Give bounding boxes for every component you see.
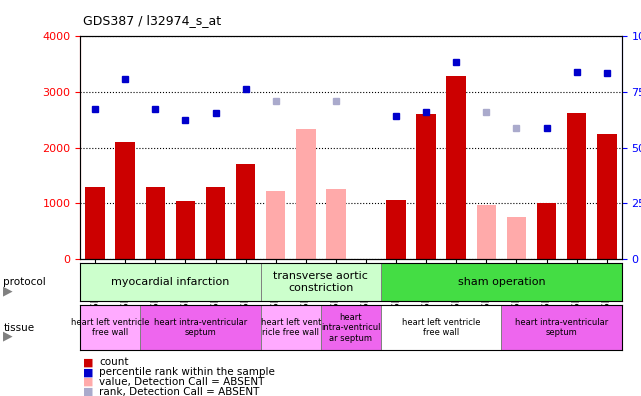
Bar [146, 187, 165, 259]
Text: heart
intra-ventricul
ar septum: heart intra-ventricul ar septum [321, 313, 381, 343]
Text: ▶: ▶ [3, 330, 13, 343]
Bar [266, 190, 285, 259]
Bar [261, 263, 381, 301]
Text: ■: ■ [83, 367, 94, 377]
Text: count: count [99, 357, 129, 367]
Bar [80, 305, 140, 350]
Text: heart intra-ventricular
septum: heart intra-ventricular septum [515, 318, 608, 337]
Text: heart left ventricle
free wall: heart left ventricle free wall [402, 318, 481, 337]
Text: ■: ■ [83, 377, 94, 387]
Text: ▶: ▶ [3, 284, 13, 297]
Bar [261, 305, 321, 350]
Bar [381, 305, 501, 350]
Bar [115, 142, 135, 259]
Text: protocol: protocol [3, 277, 46, 287]
Bar [296, 129, 315, 259]
Bar [381, 263, 622, 301]
Text: heart left vent
ricle free wall: heart left vent ricle free wall [261, 318, 321, 337]
Text: myocardial infarction: myocardial infarction [111, 277, 229, 287]
Bar [501, 305, 622, 350]
Text: transverse aortic
constriction: transverse aortic constriction [274, 271, 369, 293]
Text: sham operation: sham operation [458, 277, 545, 287]
Text: heart intra-ventricular
septum: heart intra-ventricular septum [154, 318, 247, 337]
Bar [140, 305, 261, 350]
Bar [326, 189, 345, 259]
Text: tissue: tissue [3, 323, 35, 333]
Bar [80, 263, 261, 301]
Bar [236, 164, 255, 259]
Bar [417, 114, 436, 259]
Bar [567, 113, 587, 259]
Bar [476, 205, 496, 259]
Bar [176, 201, 196, 259]
Bar [597, 133, 617, 259]
Bar [321, 305, 381, 350]
Bar [506, 217, 526, 259]
Text: value, Detection Call = ABSENT: value, Detection Call = ABSENT [99, 377, 265, 387]
Bar [387, 200, 406, 259]
Text: heart left ventricle
free wall: heart left ventricle free wall [71, 318, 149, 337]
Text: ■: ■ [83, 387, 94, 396]
Bar [85, 187, 105, 259]
Bar [206, 187, 226, 259]
Text: rank, Detection Call = ABSENT: rank, Detection Call = ABSENT [99, 387, 260, 396]
Text: percentile rank within the sample: percentile rank within the sample [99, 367, 275, 377]
Text: GDS387 / l32974_s_at: GDS387 / l32974_s_at [83, 14, 221, 27]
Text: ■: ■ [83, 357, 94, 367]
Bar [447, 76, 466, 259]
Bar [537, 204, 556, 259]
